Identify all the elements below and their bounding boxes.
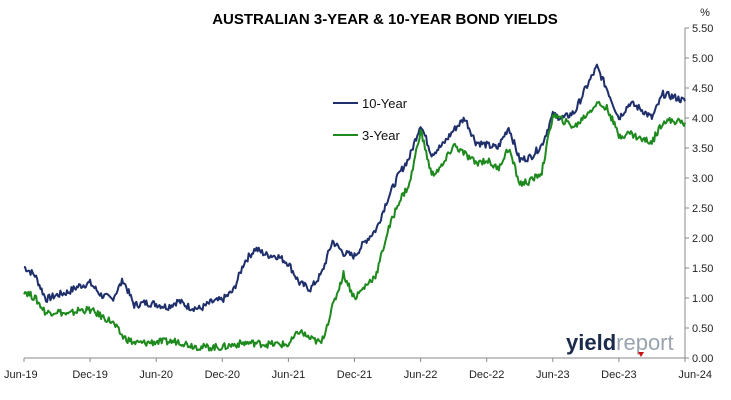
- y-tick-label: 4.00: [692, 113, 713, 125]
- x-tick-label: Jun-22: [404, 369, 438, 381]
- x-axis-ticks: Jun-19 Dec-19 Jun-20 Dec-20 Jun-21 Dec-21 Jun-…: [4, 358, 712, 381]
- x-tick-label: Dec-23: [601, 369, 636, 381]
- y-tick-label: 3.50: [692, 143, 713, 155]
- legend-label-3-year: 3-Year: [362, 128, 400, 143]
- series-lines: [23, 63, 686, 352]
- x-tick-label: Dec-22: [469, 369, 504, 381]
- series-line-10-year: [23, 63, 686, 313]
- y-tick-label: 0.50: [692, 323, 713, 335]
- y-tick-label: 2.50: [692, 203, 713, 215]
- legend-label-10-year: 10-Year: [362, 96, 408, 111]
- y-tick-label: 5.50: [692, 23, 713, 35]
- x-tick-label: Jun-23: [536, 369, 570, 381]
- yieldreport-logo: yieldreport: [566, 330, 674, 357]
- x-tick-label: Dec-19: [72, 369, 107, 381]
- logo-part-yield: yield: [566, 330, 616, 355]
- y-axis-ticks: 0.00 0.50 1.00 1.50 2.00 2.50 3.00 3.50 4.00 4.50…: [685, 23, 713, 365]
- legend: 10-Year 3-Year: [333, 96, 408, 143]
- y-tick-label: 4.50: [692, 83, 713, 95]
- logo-accent-icon: [638, 352, 644, 357]
- y-tick-label: 0.00: [692, 353, 713, 365]
- x-tick-label: Dec-20: [205, 369, 240, 381]
- chart-title: AUSTRALIAN 3-YEAR & 10-YEAR BOND YIELDS: [212, 11, 558, 28]
- x-tick-label: Jun-19: [4, 369, 38, 381]
- y-tick-label: 1.50: [692, 263, 713, 275]
- y-tick-label: 3.00: [692, 173, 713, 185]
- y-tick-label: 1.00: [692, 293, 713, 305]
- logo-part-report: report: [616, 330, 673, 355]
- x-tick-label: Jun-21: [272, 369, 306, 381]
- y-tick-label: 2.00: [692, 233, 713, 245]
- series-line-3-year: [23, 100, 686, 352]
- x-tick-label: Jun-24: [678, 369, 712, 381]
- y-axis-unit: %: [700, 7, 710, 19]
- y-tick-label: 5.00: [692, 53, 713, 65]
- svg-text:yieldreport: yieldreport: [566, 330, 674, 355]
- x-tick-label: Dec-21: [337, 369, 372, 381]
- x-tick-label: Jun-20: [139, 369, 173, 381]
